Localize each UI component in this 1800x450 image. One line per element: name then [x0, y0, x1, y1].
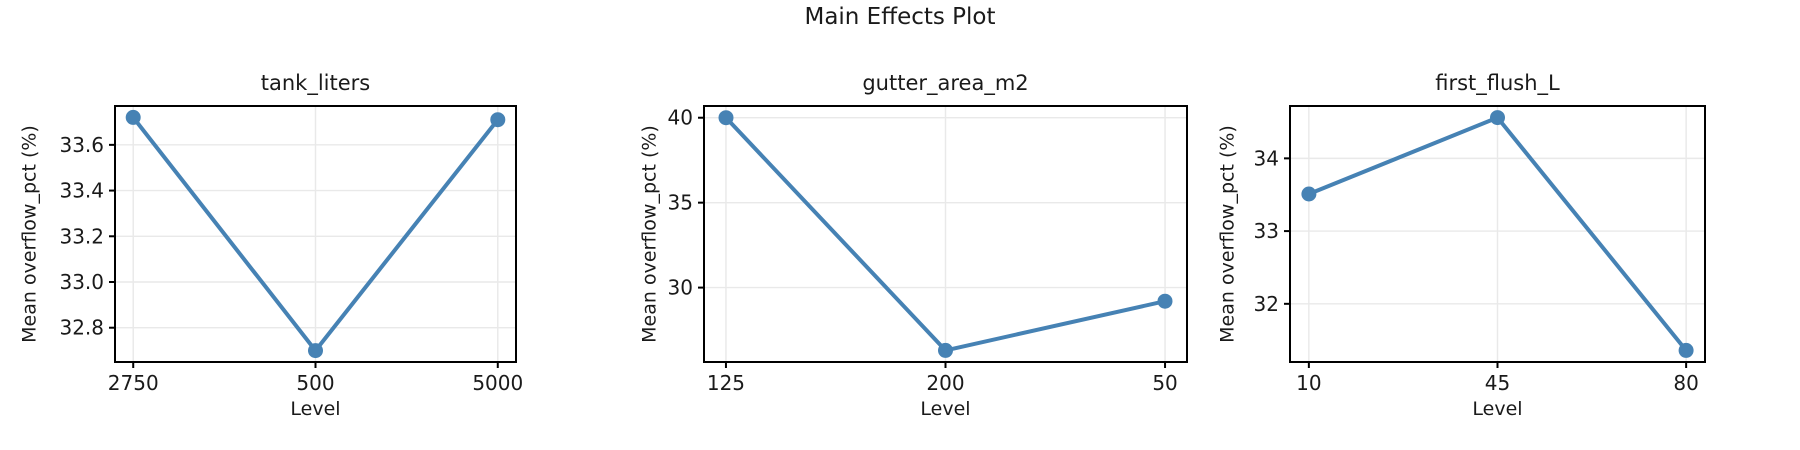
x-tick-label: 125	[707, 371, 745, 395]
y-tick-label: 34	[1254, 146, 1279, 170]
data-point	[1678, 342, 1694, 358]
subplot1-y-axis-label: Mean overflow_pct (%)	[18, 125, 41, 343]
x-tick-label: 80	[1673, 371, 1698, 395]
subplot2-y-axis-label: Mean overflow_pct (%)	[638, 125, 661, 343]
y-tick-label: 33.0	[59, 270, 104, 294]
x-tick-label: 2750	[108, 371, 159, 395]
y-tick-label: 32.8	[59, 316, 104, 340]
subplot3-y-axis-label: Mean overflow_pct (%)	[1216, 125, 1239, 343]
y-tick-label: 40	[668, 106, 693, 130]
data-point	[1157, 293, 1173, 309]
data-point	[938, 342, 953, 358]
x-tick-label: 50	[1152, 371, 1177, 395]
y-tick-label: 33.6	[59, 133, 104, 157]
figure-title: Main Effects Plot	[804, 4, 996, 30]
data-point	[125, 109, 141, 125]
subplot3-x-axis-label: Level	[1472, 398, 1523, 420]
data-point	[308, 343, 323, 359]
subplot-title-gutter-area-m2: gutter_area_m2	[862, 71, 1029, 95]
x-tick-label: 500	[296, 371, 334, 395]
subplot1-x-axis-label: Level	[290, 398, 341, 420]
subplot-title-tank-liters: tank_liters	[260, 71, 371, 95]
subplot-first_flush_L: 32 33 34 10 45 80	[1254, 105, 1706, 395]
data-point	[718, 110, 734, 126]
subplot2-x-axis-label: Level	[920, 398, 971, 420]
data-point	[1301, 186, 1317, 202]
subplot-title-first-flush-l: first_flush_L	[1435, 71, 1560, 95]
x-tick-label: 10	[1296, 371, 1321, 395]
subplot-gutter_area_m2: 30 35 40 125 200 50	[668, 105, 1188, 395]
x-tick-label: 45	[1485, 371, 1510, 395]
subplot-tank_liters: 32.8 33.0 33.2 33.4 33.6 2750 500 5000	[59, 105, 523, 395]
x-tick-label: 5000	[472, 371, 523, 395]
y-tick-label: 32	[1254, 292, 1279, 316]
y-tick-label: 33.2	[59, 224, 104, 248]
data-point	[1490, 110, 1505, 126]
y-tick-label: 33.4	[59, 179, 104, 203]
y-tick-label: 30	[668, 276, 693, 300]
y-tick-label: 33	[1254, 219, 1279, 243]
x-tick-label: 200	[926, 371, 964, 395]
y-tick-label: 35	[668, 191, 693, 215]
data-point	[490, 112, 506, 128]
